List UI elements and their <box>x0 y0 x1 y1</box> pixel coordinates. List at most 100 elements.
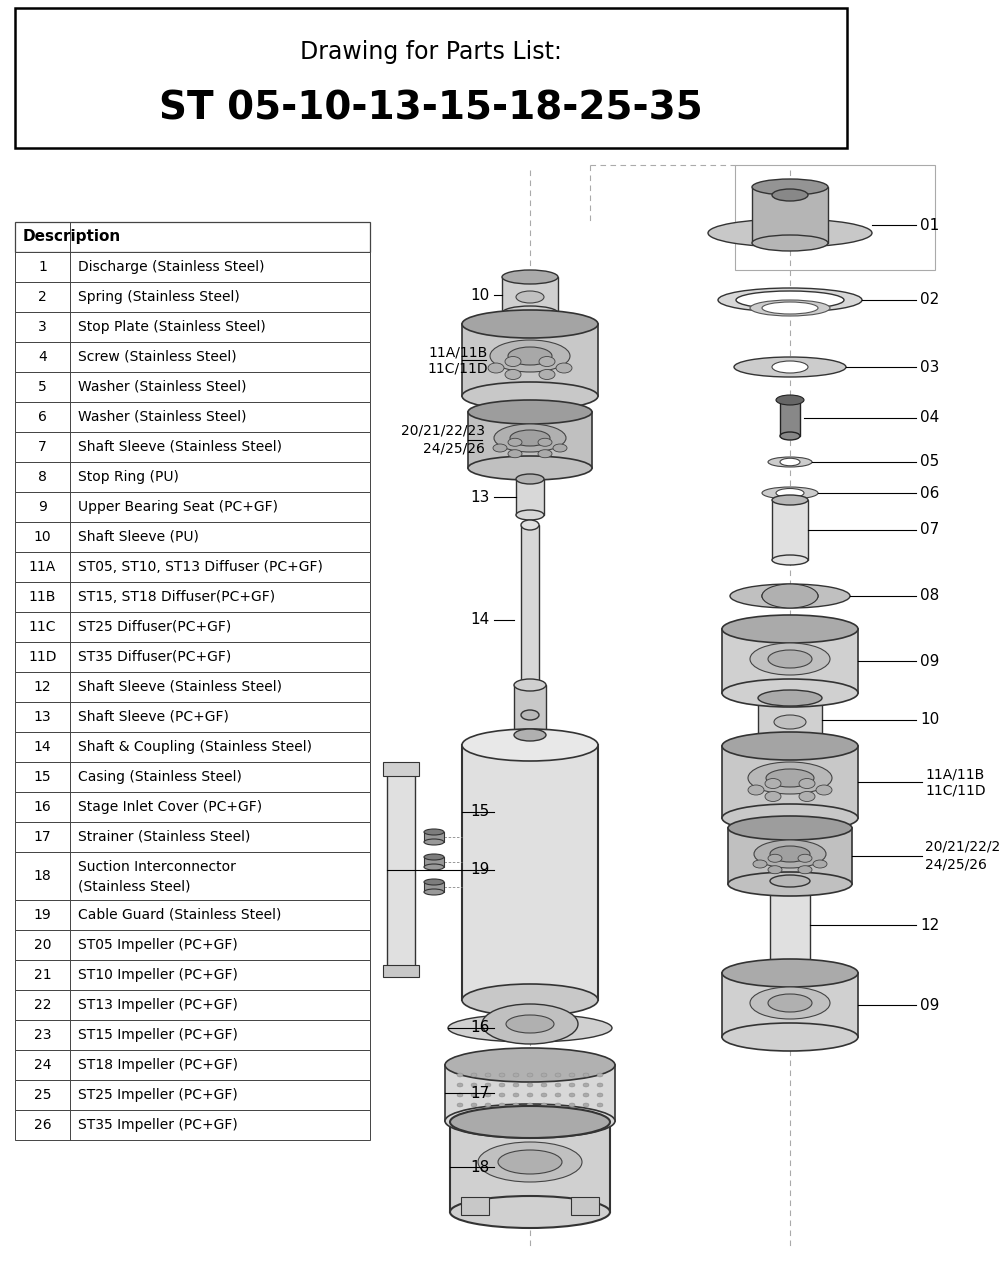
Bar <box>780 400 800 436</box>
Text: Cable Guard (Stainless Steel): Cable Guard (Stainless Steel) <box>78 908 281 922</box>
Ellipse shape <box>508 450 522 457</box>
Ellipse shape <box>510 431 550 446</box>
Ellipse shape <box>768 457 812 468</box>
Bar <box>445 1065 615 1121</box>
Bar <box>15 432 370 462</box>
Text: 17: 17 <box>471 1085 490 1101</box>
Ellipse shape <box>772 555 808 564</box>
Bar <box>15 733 370 762</box>
Ellipse shape <box>488 363 504 373</box>
Text: 07: 07 <box>920 522 939 538</box>
Text: 15: 15 <box>471 804 490 819</box>
Ellipse shape <box>597 1103 603 1107</box>
Ellipse shape <box>776 488 804 498</box>
Ellipse shape <box>772 189 808 201</box>
Ellipse shape <box>516 290 544 303</box>
Text: 16: 16 <box>34 800 51 814</box>
Ellipse shape <box>555 1083 561 1087</box>
Ellipse shape <box>597 1083 603 1087</box>
Ellipse shape <box>516 510 544 520</box>
Ellipse shape <box>499 1083 505 1087</box>
Text: 05: 05 <box>920 455 939 470</box>
Ellipse shape <box>450 1196 610 1228</box>
Text: 01: 01 <box>920 218 939 232</box>
Ellipse shape <box>753 860 767 868</box>
Text: 20/21/22/23: 20/21/22/23 <box>925 840 1000 854</box>
Bar <box>770 882 810 970</box>
Ellipse shape <box>768 855 782 862</box>
Ellipse shape <box>457 1093 463 1097</box>
Ellipse shape <box>555 1103 561 1107</box>
Bar <box>383 762 419 776</box>
Text: 6: 6 <box>38 410 47 424</box>
Ellipse shape <box>485 1083 491 1087</box>
Ellipse shape <box>490 340 570 372</box>
Text: ST10 Impeller (PC+GF): ST10 Impeller (PC+GF) <box>78 968 238 982</box>
Ellipse shape <box>424 829 444 834</box>
Ellipse shape <box>462 310 598 338</box>
Text: ST35 Diffuser(PC+GF): ST35 Diffuser(PC+GF) <box>78 650 231 664</box>
Bar <box>514 685 546 735</box>
Ellipse shape <box>513 1083 519 1087</box>
Ellipse shape <box>770 846 810 862</box>
Text: ST18 Impeller (PC+GF): ST18 Impeller (PC+GF) <box>78 1057 238 1071</box>
Text: 2: 2 <box>38 290 47 304</box>
Ellipse shape <box>527 1093 533 1097</box>
Ellipse shape <box>541 1103 547 1107</box>
Ellipse shape <box>553 445 567 452</box>
Ellipse shape <box>762 583 818 608</box>
Bar <box>15 822 370 852</box>
Text: 14: 14 <box>471 613 490 628</box>
Ellipse shape <box>539 357 555 367</box>
Ellipse shape <box>765 791 781 801</box>
Ellipse shape <box>772 496 808 505</box>
Ellipse shape <box>799 778 815 789</box>
Text: 09: 09 <box>920 998 939 1013</box>
Ellipse shape <box>750 987 830 1019</box>
Ellipse shape <box>462 729 598 761</box>
Bar <box>424 857 444 868</box>
Text: 5: 5 <box>38 380 47 394</box>
Text: Washer (Stainless Steel): Washer (Stainless Steel) <box>78 380 246 394</box>
Bar <box>383 964 419 977</box>
Ellipse shape <box>468 456 592 480</box>
Ellipse shape <box>768 650 812 668</box>
Text: 14: 14 <box>34 740 51 754</box>
Ellipse shape <box>450 1106 610 1138</box>
Ellipse shape <box>569 1073 575 1077</box>
Text: 1: 1 <box>38 260 47 274</box>
Bar <box>15 612 370 642</box>
Ellipse shape <box>521 710 539 720</box>
Ellipse shape <box>485 1073 491 1077</box>
Bar <box>15 341 370 372</box>
Ellipse shape <box>508 347 552 364</box>
Bar <box>462 745 598 1000</box>
Ellipse shape <box>798 866 812 874</box>
Ellipse shape <box>494 424 566 452</box>
Text: 08: 08 <box>920 589 939 604</box>
Bar <box>15 1110 370 1140</box>
Text: 21: 21 <box>34 968 51 982</box>
Ellipse shape <box>768 994 812 1012</box>
Bar <box>15 1080 370 1110</box>
Ellipse shape <box>457 1073 463 1077</box>
Ellipse shape <box>468 400 592 424</box>
Ellipse shape <box>521 520 539 530</box>
Ellipse shape <box>762 302 818 313</box>
Bar <box>15 762 370 792</box>
Ellipse shape <box>569 1103 575 1107</box>
Ellipse shape <box>722 959 858 987</box>
Bar <box>722 973 858 1037</box>
Ellipse shape <box>462 984 598 1015</box>
Text: 11D: 11D <box>28 650 57 664</box>
Bar <box>15 222 370 252</box>
Ellipse shape <box>774 715 806 729</box>
Text: 24/25/26: 24/25/26 <box>925 857 987 871</box>
Text: 16: 16 <box>471 1020 490 1036</box>
Ellipse shape <box>754 840 826 868</box>
Ellipse shape <box>728 871 852 896</box>
Ellipse shape <box>722 804 858 832</box>
Text: ST25 Impeller (PC+GF): ST25 Impeller (PC+GF) <box>78 1088 238 1102</box>
Ellipse shape <box>513 1093 519 1097</box>
Ellipse shape <box>478 1142 582 1182</box>
